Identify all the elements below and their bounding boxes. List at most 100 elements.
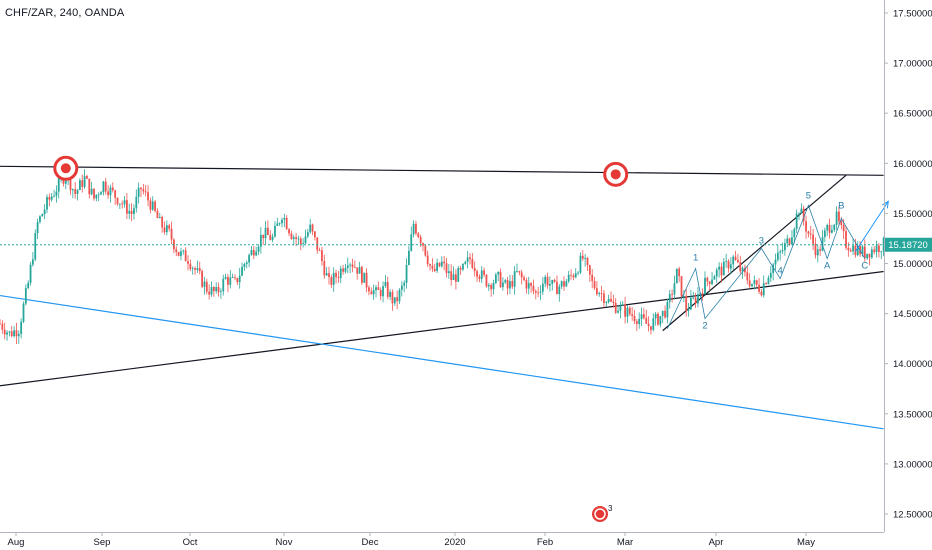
candle-body xyxy=(344,267,347,272)
candle-body xyxy=(205,281,208,292)
candle-body xyxy=(220,291,222,293)
wave-label: 5 xyxy=(806,190,811,201)
candle-body xyxy=(184,250,187,262)
candle-body xyxy=(285,217,288,230)
candle-body xyxy=(781,250,784,252)
candle-body xyxy=(600,293,603,294)
candle-body xyxy=(807,231,810,234)
candle-body xyxy=(631,314,634,316)
candle-body xyxy=(182,250,185,252)
candle-body xyxy=(711,279,713,285)
candle-body xyxy=(643,314,645,318)
candle-body xyxy=(215,287,218,292)
candle-body xyxy=(177,251,180,256)
candle-body xyxy=(262,234,265,239)
candle-body xyxy=(269,234,272,240)
candle-body xyxy=(466,257,469,262)
candle-body xyxy=(560,281,563,287)
candle-body xyxy=(758,284,760,292)
candle-body xyxy=(250,249,253,256)
candle-body xyxy=(821,237,824,251)
candle-body xyxy=(318,250,321,252)
candle-body xyxy=(720,266,723,276)
candle-body xyxy=(607,298,610,303)
candle-body xyxy=(346,265,349,268)
candle-body xyxy=(405,265,408,283)
candle-body xyxy=(838,211,840,222)
candle-body xyxy=(245,262,248,265)
price-tick-label: 12.50000 xyxy=(893,510,932,521)
candle-body xyxy=(234,277,236,279)
target-icon[interactable] xyxy=(53,155,79,181)
candle-body xyxy=(487,284,490,287)
candle-body xyxy=(882,237,885,252)
candle-body xyxy=(805,221,807,232)
target-icon[interactable] xyxy=(603,161,629,187)
candle-body xyxy=(619,305,622,311)
candle-body xyxy=(304,236,307,244)
candle-body xyxy=(337,277,340,279)
candle-body xyxy=(558,286,561,295)
candle-body xyxy=(252,249,255,256)
candle-body xyxy=(645,317,648,324)
candle-body xyxy=(833,224,836,230)
candle-body xyxy=(549,283,551,286)
candle-body xyxy=(297,238,300,240)
candle-body xyxy=(259,234,262,247)
candle-body xyxy=(831,229,833,233)
candle-body xyxy=(654,313,657,319)
candle-body xyxy=(690,297,692,310)
trendline-support-steep[interactable] xyxy=(662,174,847,332)
candle-body xyxy=(502,282,504,288)
candle-body xyxy=(144,191,147,193)
candle-body xyxy=(243,264,246,267)
candle-body xyxy=(126,200,128,214)
candle-body xyxy=(351,264,354,268)
price-tick-label: 16.50000 xyxy=(893,109,932,120)
candle-body xyxy=(147,192,149,201)
candle-body xyxy=(128,210,131,214)
candle-body xyxy=(227,276,229,285)
trendline-support-lower[interactable] xyxy=(0,270,884,387)
price-axis[interactable]: 17.50000 17.00000 16.50000 16.00000 15.50000… xyxy=(884,9,932,521)
candle-body xyxy=(332,272,335,285)
event-badge[interactable]: 3 xyxy=(592,504,613,522)
candle-body xyxy=(579,255,582,273)
candle-body xyxy=(675,268,678,284)
candle-body xyxy=(201,271,203,287)
candle-body xyxy=(828,225,831,233)
candle-body xyxy=(353,267,356,268)
candle-body xyxy=(680,276,683,297)
candle-body xyxy=(349,264,352,266)
wave-label: B xyxy=(838,200,844,211)
candle-body xyxy=(100,192,102,195)
symbol-label[interactable]: CHF/ZAR, 240, OANDA xyxy=(5,7,125,19)
time-axis[interactable]: Aug Sep Oct Nov Dec 2020 Feb Mar Apr May xyxy=(8,532,816,548)
candle-body xyxy=(842,224,845,232)
candlesticks xyxy=(0,169,885,344)
candle-body xyxy=(90,188,93,195)
candle-body xyxy=(135,196,138,209)
trendline-channel-blue[interactable] xyxy=(0,294,884,430)
candle-body xyxy=(365,272,368,288)
candle-body xyxy=(671,294,673,295)
candle-body xyxy=(408,250,410,266)
candle-body xyxy=(339,268,342,279)
time-tick-label: Dec xyxy=(362,537,379,548)
event-badge-count: 3 xyxy=(608,504,613,513)
candle-body xyxy=(102,181,105,193)
candle-body xyxy=(393,297,396,304)
time-tick-label: Nov xyxy=(276,537,293,548)
trendline-resistance[interactable] xyxy=(0,165,884,176)
candle-body xyxy=(264,227,267,239)
candle-body xyxy=(81,180,84,187)
price-tick-label: 17.50000 xyxy=(893,9,932,20)
candle-body xyxy=(708,281,711,285)
candle-body xyxy=(581,255,584,259)
candle-body xyxy=(530,283,532,286)
candle-body xyxy=(621,304,624,306)
candle-body xyxy=(8,331,11,333)
candle-body xyxy=(603,293,605,303)
candle-body xyxy=(276,223,279,226)
